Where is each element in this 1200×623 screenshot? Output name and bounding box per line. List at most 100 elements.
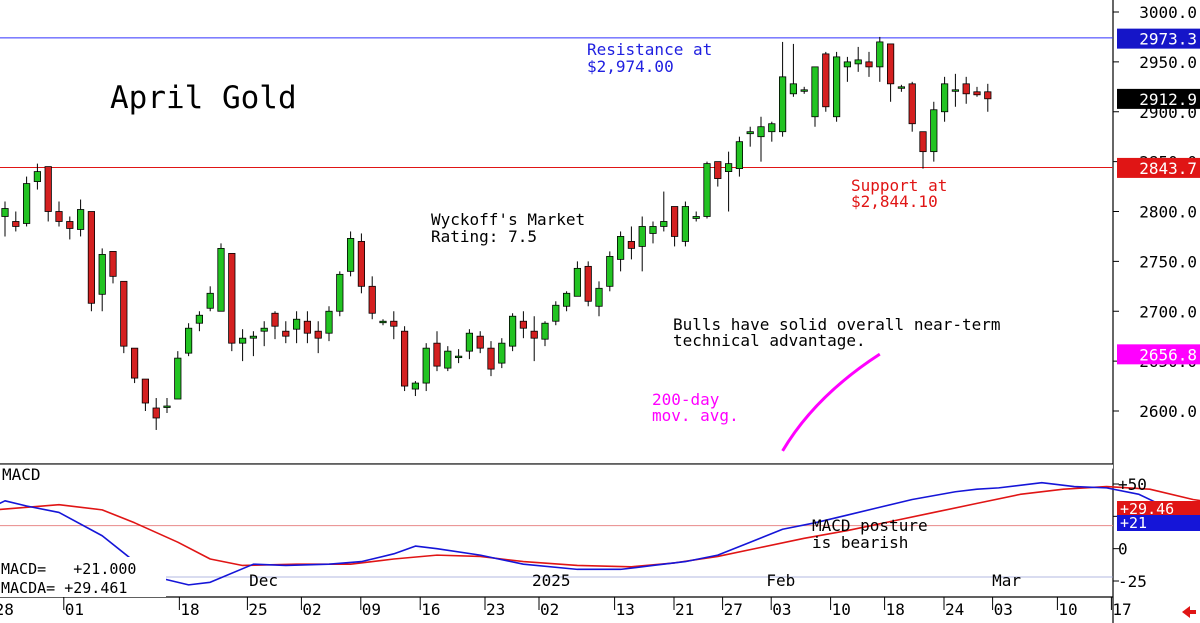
candle-body xyxy=(962,83,970,95)
candle-body xyxy=(757,126,765,138)
candle-body xyxy=(671,206,679,237)
candle-body xyxy=(552,304,560,322)
candle-body xyxy=(843,61,852,68)
candle-body xyxy=(303,320,312,334)
x-tick-label: 10 xyxy=(832,600,851,619)
candle-body xyxy=(465,332,474,352)
candle-body xyxy=(833,56,841,118)
candle-body xyxy=(854,59,862,65)
candle-body xyxy=(346,238,355,272)
macd-comment-1: MACD posture xyxy=(812,516,928,535)
month-label: Feb xyxy=(766,571,795,590)
candle-body xyxy=(735,141,744,170)
candle-body xyxy=(681,206,690,242)
x-tick-label: 02 xyxy=(302,600,321,619)
support-value: $2,844.10 xyxy=(851,192,938,211)
candle-body xyxy=(768,123,776,133)
candle-body xyxy=(876,41,884,68)
candle-body xyxy=(595,287,603,307)
candles-layer xyxy=(1,36,992,430)
candle-body xyxy=(779,76,787,133)
x-tick-label: 03 xyxy=(994,600,1013,619)
candle-body xyxy=(951,89,960,92)
ma-label-line-2: mov. avg. xyxy=(652,406,739,425)
x-tick-label: 01 xyxy=(65,600,84,619)
left-arrow-icon[interactable] xyxy=(1182,606,1196,618)
candle-body xyxy=(368,285,376,314)
x-tick-label: 18 xyxy=(180,600,199,619)
macd-y-tick-label: 0 xyxy=(1118,540,1128,559)
candle-body xyxy=(357,241,366,287)
candle-body xyxy=(897,86,906,89)
macda-value: MACDA= +29.461 xyxy=(1,579,127,597)
y-tick-label: 2800.0 xyxy=(1139,203,1197,222)
candle-body xyxy=(573,267,582,297)
candle-body xyxy=(238,337,247,344)
candle-body xyxy=(292,318,301,330)
macd-tag xyxy=(1117,501,1200,517)
candle-body xyxy=(638,226,646,247)
candle-body xyxy=(206,292,214,309)
candle-body xyxy=(400,330,409,387)
candle-body xyxy=(433,342,441,367)
candle-body xyxy=(22,183,31,224)
candle-body xyxy=(271,312,279,327)
candle-body xyxy=(390,320,398,327)
comment-line-1: Bulls have solid overall near-term xyxy=(673,315,1001,334)
macd-tag-label: +29.46 xyxy=(1120,500,1174,518)
candle-body xyxy=(66,221,74,229)
candle-body xyxy=(336,273,344,312)
candle-body xyxy=(887,43,895,85)
candle-body xyxy=(617,236,625,260)
resistance-value: $2,974.00 xyxy=(587,57,674,76)
candle-body xyxy=(55,211,63,222)
candle-body xyxy=(725,163,733,172)
candle-body xyxy=(325,310,333,334)
rating-label: Wyckoff's Market xyxy=(431,210,585,229)
candle-body xyxy=(184,327,193,354)
candle-body xyxy=(908,83,916,125)
candle-body xyxy=(120,280,128,347)
candle-body xyxy=(692,216,700,219)
price-tag-label: 2912.9 xyxy=(1139,90,1197,109)
candle-body xyxy=(919,131,927,153)
x-tick-label: 03 xyxy=(772,600,791,619)
candle-body xyxy=(141,378,149,404)
candle-body xyxy=(314,330,322,339)
candle-body xyxy=(33,171,42,182)
x-tick-label: 13 xyxy=(616,600,635,619)
candle-body xyxy=(411,382,420,390)
x-tick-label: 09 xyxy=(362,600,381,619)
candle-body xyxy=(930,109,938,153)
ma200-line xyxy=(781,352,881,452)
candle-body xyxy=(77,209,85,230)
price-tag xyxy=(1117,88,1200,109)
candle-body xyxy=(98,253,106,295)
candle-body xyxy=(498,342,506,364)
candle-body xyxy=(800,89,808,92)
chart-title: April Gold xyxy=(110,80,297,116)
macd-legend-box xyxy=(0,557,166,597)
candle-body xyxy=(563,292,571,307)
candle-body xyxy=(487,347,495,370)
price-tag-label: 2843.7 xyxy=(1139,159,1197,178)
macd-layer xyxy=(0,481,1200,586)
candle-body xyxy=(703,163,711,217)
candle-body xyxy=(260,327,268,332)
macd-comment-2: is bearish xyxy=(812,533,908,552)
candle-body xyxy=(973,91,981,96)
candle-body xyxy=(627,241,636,249)
price-tag-label: 2973.3 xyxy=(1139,30,1197,49)
macd-series-line xyxy=(0,481,1200,586)
macd-series-line xyxy=(0,485,1200,568)
macd-value: MACD= +21.000 xyxy=(1,560,136,578)
price-tag xyxy=(1117,157,1200,178)
x-tick-label: 16 xyxy=(421,600,440,619)
candle-body xyxy=(44,166,52,212)
support-label: Support at xyxy=(851,176,947,195)
ma-mask xyxy=(0,464,1113,469)
y-tick-label: 3000.0 xyxy=(1139,3,1197,22)
candle-body xyxy=(249,335,257,339)
candle-body xyxy=(282,330,290,337)
